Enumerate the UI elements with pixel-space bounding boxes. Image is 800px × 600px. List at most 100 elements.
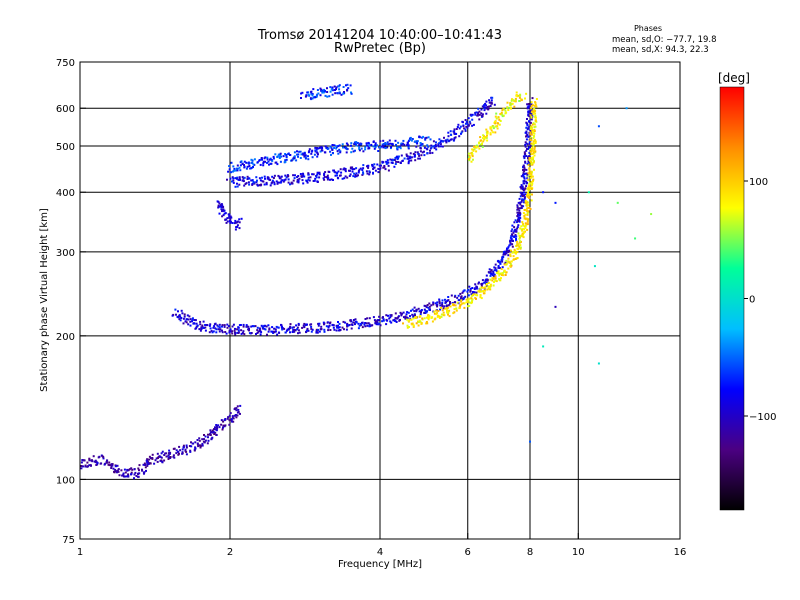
echo-point (338, 322, 341, 325)
echo-point (137, 473, 139, 475)
echo-point (421, 317, 424, 320)
echo-point (489, 132, 492, 135)
echo-point (413, 313, 416, 316)
echo-point (326, 95, 329, 98)
echo-point (495, 117, 498, 120)
echo-point (530, 171, 533, 174)
echo-point (351, 147, 354, 150)
echo-point (516, 206, 519, 209)
echo-point (167, 452, 170, 455)
echo-point (453, 132, 456, 135)
echo-point (137, 467, 140, 470)
echo-point (442, 307, 445, 310)
echo-point (502, 253, 505, 256)
echo-point (489, 274, 492, 277)
echo-point (222, 424, 225, 427)
echo-point (306, 327, 309, 330)
echo-point (492, 127, 495, 130)
echo-point (466, 126, 469, 129)
echo-point (209, 433, 211, 436)
echo-point (185, 450, 188, 453)
echo-point (238, 227, 241, 230)
echo-point (518, 214, 521, 217)
echo-point (260, 331, 263, 334)
echo-point (334, 171, 337, 174)
echo-point (177, 310, 179, 313)
echo-point (278, 177, 281, 180)
echo-point (410, 309, 412, 312)
echo-point (337, 324, 339, 327)
echo-point (514, 219, 517, 222)
echo-point (285, 329, 288, 332)
echo-point (527, 127, 530, 130)
echo-point (333, 144, 336, 147)
echo-point (114, 465, 117, 468)
echo-point (400, 154, 403, 157)
echo-point (514, 234, 517, 236)
echo-point (524, 208, 527, 211)
echo-point (508, 106, 511, 109)
echo-point (386, 146, 389, 149)
echo-point (110, 465, 113, 468)
echo-point (378, 315, 381, 318)
echo-point (513, 236, 516, 238)
echo-point (317, 147, 320, 150)
echo-point (243, 164, 245, 166)
echo-point (438, 317, 441, 319)
echo-point (273, 327, 276, 330)
echo-point (428, 314, 431, 317)
echo-point (354, 174, 357, 176)
echo-point (227, 416, 230, 419)
echo-point (526, 181, 529, 184)
echo-point (529, 176, 532, 179)
echo-point (271, 179, 274, 182)
echo-point (236, 167, 239, 170)
echo-point (494, 115, 497, 118)
echo-point (455, 307, 458, 310)
grid (80, 62, 680, 539)
echo-point (378, 164, 381, 167)
echo-point (529, 133, 532, 136)
echo-point (488, 101, 491, 104)
echo-point (343, 146, 346, 149)
echo-point (213, 323, 216, 326)
echo-point (406, 141, 409, 144)
echo-point (434, 302, 437, 305)
echo-point (354, 143, 357, 146)
echo-point (293, 177, 296, 180)
echo-point (382, 161, 385, 164)
echo-point (471, 155, 474, 158)
echo-point (449, 305, 452, 308)
echo-point (499, 120, 502, 122)
echo-point (533, 168, 535, 171)
echo-point (245, 167, 248, 170)
echo-point (130, 471, 133, 474)
echo-point (475, 291, 478, 294)
echo-point (430, 144, 433, 147)
echo-point (427, 306, 430, 309)
echo-point (376, 144, 379, 147)
echo-point (278, 155, 281, 157)
echo-point (190, 445, 193, 448)
echo-point (245, 161, 248, 164)
echo-point (364, 322, 367, 324)
echo-point (255, 181, 258, 184)
echo-point (189, 449, 192, 452)
echo-point (510, 230, 513, 233)
echo-point (435, 141, 437, 144)
echo-point (252, 163, 255, 166)
echo-point (383, 166, 386, 169)
echo-point (521, 198, 524, 201)
echo-point (466, 122, 469, 125)
echo-point (275, 180, 278, 183)
echo-point (534, 125, 537, 128)
echo-point (250, 332, 253, 334)
echo-point (435, 313, 438, 316)
echo-point (211, 429, 214, 432)
echo-point (346, 89, 349, 92)
echo-point (526, 106, 529, 109)
echo-point (424, 310, 427, 313)
echo-point (291, 331, 294, 333)
echo-point (259, 333, 262, 336)
chart-subtitle: RwPretec (Bp) (334, 41, 426, 56)
